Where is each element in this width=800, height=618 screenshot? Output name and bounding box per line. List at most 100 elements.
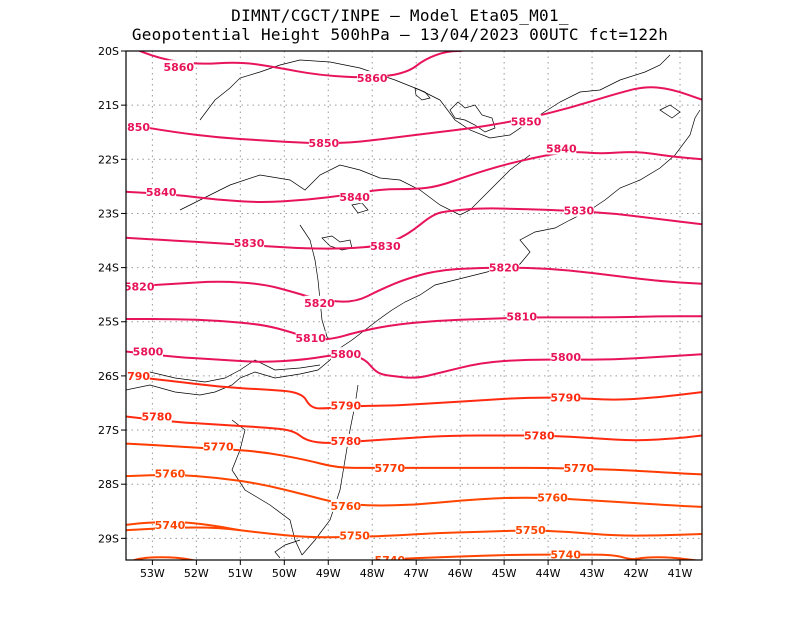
- contour-label-5850: 5850: [309, 137, 340, 150]
- state-border-4: [199, 59, 441, 121]
- contour-label-5810: 5810: [506, 310, 537, 323]
- y-tick-label: 26S: [98, 370, 119, 383]
- contours: [126, 51, 702, 560]
- contour-labels: 5860 5860 5850 5850 5850 5840 5840 5840 5830 5830…: [119, 60, 595, 562]
- contour-label-5760: 5760: [155, 467, 186, 480]
- contour-label-bg: [537, 490, 568, 504]
- contour-5820: [126, 266, 702, 303]
- state-border-6: [231, 419, 303, 556]
- contour-label-5770: 5770: [203, 440, 234, 453]
- contour-label-5790: 5790: [550, 392, 581, 405]
- x-tick-label: 45W: [492, 567, 517, 580]
- x-tick-label: 48W: [360, 567, 385, 580]
- island-1: [351, 202, 369, 214]
- contour-label-bg: [506, 309, 537, 323]
- x-tick-label: 44W: [536, 567, 561, 580]
- contour-5760: [126, 473, 702, 508]
- contour-label-bg: [511, 114, 542, 128]
- contour-label-bg: [330, 433, 361, 447]
- contour-label-5780: 5780: [331, 435, 362, 448]
- lake-1: [449, 101, 496, 133]
- contour-label-5760: 5760: [331, 500, 362, 513]
- x-tick-label: 52W: [184, 567, 209, 580]
- x-axis-ticks: 53W 52W 51W 50W 49W 48W 47W 46W 45W 44W 43W 42W 41W: [140, 560, 693, 580]
- contour-label-bg: [524, 428, 555, 442]
- contour-label-bg: [550, 547, 581, 560]
- title-line-1: DIMNT/CGCT/INPE — Model Eta05_M01_: [231, 6, 569, 25]
- y-tick-label: 24S: [98, 262, 119, 275]
- contour-label-5860: 5860: [357, 72, 388, 85]
- state-border-5: [439, 54, 671, 139]
- contour-label-5740: 5740: [550, 549, 581, 562]
- contour-label-bg: [546, 141, 577, 155]
- state-border-1: [126, 359, 321, 383]
- contour-label-5770: 5770: [375, 462, 406, 475]
- x-tick-label: 53W: [140, 567, 165, 580]
- contour-label-bg: [563, 203, 594, 217]
- contour-label-5800: 5800: [550, 351, 581, 364]
- contour-label-5830: 5830: [564, 205, 595, 218]
- contour-label-bg: [374, 460, 405, 474]
- contour-label-bg: [154, 517, 185, 531]
- contour-5770: [126, 442, 702, 476]
- contour-label-5820: 5820: [124, 281, 155, 294]
- y-tick-label: 25S: [98, 316, 119, 329]
- contour-label-bg: [234, 236, 265, 250]
- contour-label-5840: 5840: [546, 142, 577, 155]
- contour-5810: [126, 315, 702, 341]
- contour-label-5740: 5740: [155, 519, 186, 532]
- y-tick-label: 27S: [98, 424, 119, 437]
- lake-3: [414, 87, 431, 101]
- island-2: [659, 104, 681, 119]
- contour-label-5830: 5830: [370, 240, 401, 253]
- contour-label-5860: 5860: [163, 61, 194, 74]
- contour-label-bg: [330, 347, 361, 361]
- contour-label-bg: [550, 390, 581, 404]
- contour-label-5780: 5780: [141, 411, 172, 424]
- contour-5840: [126, 151, 702, 203]
- contour-5800: [126, 350, 702, 379]
- contour-label-bg: [515, 523, 546, 537]
- contour-label-bg: [339, 190, 370, 204]
- y-tick-label: 28S: [98, 478, 119, 491]
- contour-label-5800: 5800: [133, 346, 164, 359]
- contour-label-bg: [308, 136, 339, 150]
- contour-5740: [131, 556, 197, 560]
- contour-5790: [126, 374, 702, 410]
- contour-label-bg: [330, 398, 361, 412]
- contour-label-5830: 5830: [234, 237, 265, 250]
- contour-label-5790: 5790: [331, 400, 362, 413]
- contour-label-5770: 5770: [564, 462, 595, 475]
- y-tick-label: 20S: [98, 45, 119, 58]
- y-tick-label: 21S: [98, 99, 119, 112]
- y-tick-label: 23S: [98, 207, 119, 220]
- contour-label-5840: 5840: [146, 186, 177, 199]
- contour-label-bg: [132, 344, 163, 358]
- contour-label-5850: 5850: [119, 121, 150, 134]
- contour-5750: [126, 526, 702, 539]
- contour-label-bg: [489, 260, 520, 274]
- contour-label-bg: [339, 528, 370, 542]
- x-tick-label: 42W: [624, 567, 649, 580]
- contour-5830: [126, 207, 702, 250]
- contour-label-bg: [126, 279, 155, 293]
- contour-label-5760: 5760: [537, 492, 568, 505]
- y-axis-ticks: 20S 21S 22S 23S 24S 25S 26S 27S 28S 29S: [98, 45, 126, 545]
- y-tick-label: 22S: [98, 153, 119, 166]
- y-tick-label: 29S: [98, 532, 119, 545]
- contour-label-bg: [154, 466, 185, 480]
- contour-5850: [126, 86, 702, 145]
- contour-label-5750: 5750: [515, 524, 546, 537]
- contour-label-bg: [374, 553, 405, 560]
- contour-label-bg: [550, 349, 581, 363]
- contour-label-5820: 5820: [304, 297, 335, 310]
- contour-label-5780: 5780: [524, 429, 555, 442]
- contour-label-bg: [141, 409, 172, 423]
- plot-frame: [125, 50, 703, 561]
- contour-label-bg: [357, 71, 388, 85]
- contour-label-5840: 5840: [339, 191, 370, 204]
- x-tick-label: 41W: [668, 567, 693, 580]
- state-border-2: [299, 224, 329, 341]
- contour-label-bg: [126, 119, 150, 133]
